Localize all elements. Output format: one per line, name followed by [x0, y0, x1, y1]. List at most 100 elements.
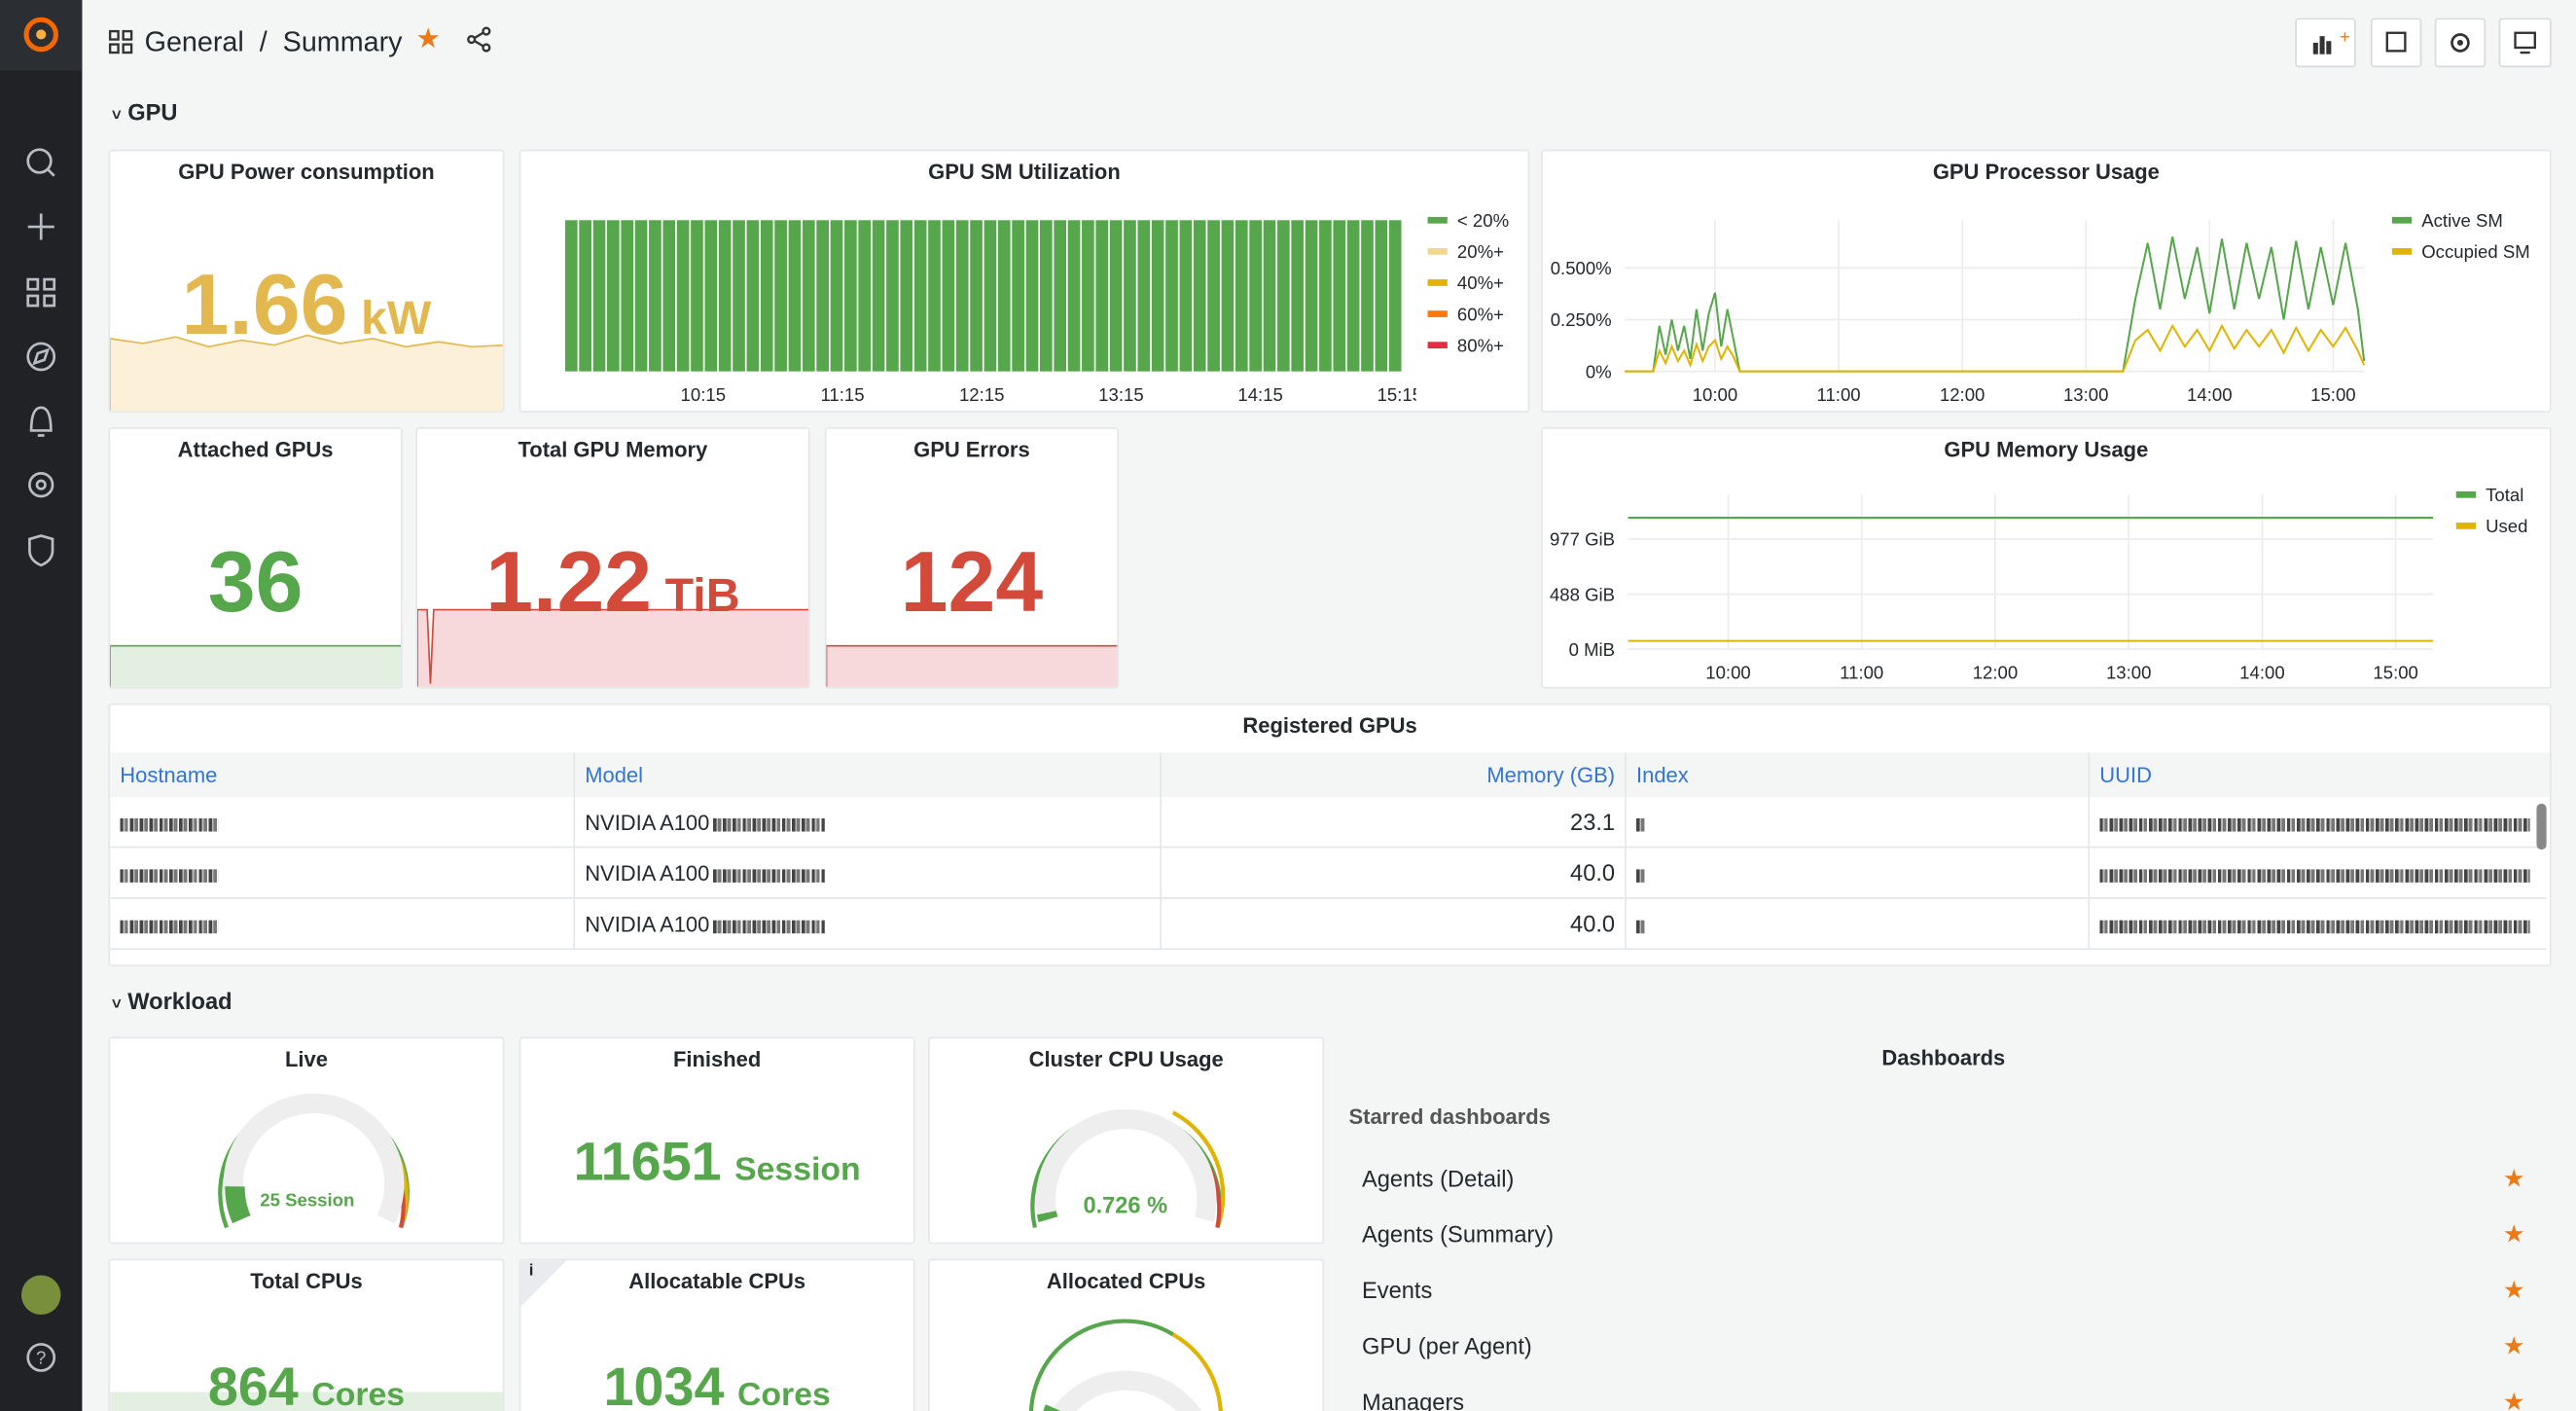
row-header[interactable]: ˅ Workload [111, 987, 233, 1014]
gauge: 0.726 % [1030, 1108, 1226, 1229]
dashboard-link[interactable]: Agents (Detail) [1361, 1165, 1515, 1192]
column-header[interactable]: Hostname [120, 762, 218, 787]
heatmap-cell [746, 220, 760, 372]
legend-swatch [1427, 310, 1448, 317]
x-tick-label: 11:15 [820, 384, 864, 405]
dashboard-link[interactable]: Events [1361, 1277, 1433, 1304]
star-icon: ★ [2502, 1332, 2525, 1361]
row-title: GPU [127, 98, 178, 126]
view-mode-button[interactable] [2498, 18, 2552, 68]
x-tick-label: 15:15 [1377, 384, 1422, 405]
heatmap-cell [704, 220, 718, 372]
heatmap-cell [1025, 220, 1039, 372]
dashboards-icon [108, 29, 133, 54]
heatmap-cell [1263, 220, 1276, 372]
panel-title: Total GPU Memory [518, 437, 708, 462]
add-panel-button[interactable]: + [2295, 18, 2356, 68]
heatmap-cell [1291, 220, 1305, 372]
stat-unit: kW [360, 292, 432, 345]
stat-unit: Cores [737, 1377, 831, 1411]
heatmap-cell [1234, 220, 1248, 372]
y-tick-label: 0.250% [1551, 309, 1612, 330]
heatmap-cell [733, 220, 745, 372]
graph-panel: GPU Processor Usage 0.500% 0.250% 0% 10:00 1… [1541, 149, 2552, 413]
column-header[interactable]: UUID [2088, 752, 2550, 798]
index-cell [1625, 848, 2088, 899]
favorite-star[interactable]: ★ [415, 22, 442, 54]
info-icon[interactable]: i [528, 1261, 534, 1281]
series-line [1625, 323, 2366, 373]
settings-button[interactable] [2434, 18, 2487, 68]
redacted [1636, 817, 1645, 831]
legend-label: Active SM [2421, 210, 2503, 231]
redacted [120, 817, 219, 831]
stat-value: 11651 [573, 1130, 722, 1192]
svg-text:?: ? [36, 1348, 46, 1368]
x-tick-label: 13:00 [2063, 384, 2108, 405]
time-series: 0.500% 0.250% 0% 10:00 11:00 12:00 13:00 14:00 1… [1551, 210, 2530, 405]
avatar[interactable] [20, 1275, 61, 1316]
panel-title: Live [284, 1046, 328, 1072]
legend-label: 20%+ [1457, 241, 1504, 262]
graph-panel: GPU Memory Usage 977 GiB 488 GiB 0 MiB 10:0… [1541, 427, 2552, 689]
redacted [2099, 817, 2530, 831]
heatmap-cell [858, 220, 872, 372]
heatmap-cell [607, 220, 620, 372]
x-tick-label: 12:00 [1940, 384, 1985, 405]
heatmap-cell [1082, 220, 1094, 372]
panel-title: GPU Memory Usage [1944, 437, 2149, 462]
heatmap-cell [1375, 220, 1388, 372]
dashboard-link[interactable]: GPU (per Agent) [1361, 1332, 1532, 1359]
legend-label: Total [2486, 485, 2523, 505]
x-tick-label: 14:00 [2187, 384, 2232, 405]
panel-title: Registered GPUs [1242, 712, 1417, 739]
index-cell [1625, 797, 2088, 849]
memory-cell: 40.0 [1160, 848, 1625, 899]
redacted [1636, 919, 1645, 933]
help-icon[interactable]: ? [21, 1338, 61, 1378]
save-button[interactable] [2370, 18, 2422, 68]
legend-swatch [2455, 523, 2476, 529]
heatmap-cell [649, 220, 662, 372]
stat-panel: Attached GPUs 36 [108, 427, 403, 689]
heatmap-cell [1012, 220, 1024, 372]
x-tick-label: 12:15 [959, 384, 1004, 405]
panel-title: Allocated CPUs [1046, 1268, 1206, 1294]
legend-swatch [2391, 248, 2413, 255]
logo[interactable] [0, 0, 82, 71]
sparkline [110, 334, 503, 412]
svg-text:+: + [2340, 26, 2350, 47]
gauge [1028, 1319, 1223, 1411]
column-header[interactable]: Model [573, 752, 1160, 798]
dashboard-name[interactable]: Summary [282, 26, 403, 58]
column-header[interactable]: Index [1625, 752, 2088, 798]
panel-title: GPU SM Utilization [928, 159, 1121, 185]
gauge-panel: Allocated CPUs [928, 1258, 1325, 1411]
folder-link[interactable]: General [144, 26, 244, 58]
heatmap-cell [830, 220, 843, 372]
logo-area [0, 0, 83, 71]
stat-panel: Total GPU Memory 1.22 TiB [415, 427, 810, 689]
dashboard-link[interactable]: Agents (Summary) [1361, 1220, 1555, 1248]
redacted [120, 868, 219, 883]
legend-swatch [1427, 342, 1448, 349]
table-header-bg [110, 752, 2550, 798]
gauge-panel: Cluster CPU Usage 0.726 % [928, 1036, 1325, 1245]
heatmap-cell [1193, 220, 1206, 372]
y-tick-label: 0% [1586, 361, 1612, 381]
heatmap-cell [997, 220, 1011, 372]
panel-title: Dashboards [1881, 1045, 2006, 1070]
heatmap-cell [760, 220, 773, 372]
dashboard-link[interactable]: Managers [1361, 1389, 1465, 1411]
sparkline [110, 1392, 503, 1411]
row-header[interactable]: ˅ GPU [111, 98, 178, 126]
heatmap-cell [718, 220, 732, 372]
stat-value: 1.22 [485, 535, 653, 632]
column-header[interactable]: Memory (GB) [1160, 752, 1625, 798]
share-icon[interactable] [467, 26, 493, 53]
nav-icons[interactable] [0, 131, 82, 575]
redacted [2099, 868, 2530, 883]
panel-title: GPU Processor Usage [1932, 159, 2160, 185]
heatmap-cell [1319, 220, 1332, 372]
